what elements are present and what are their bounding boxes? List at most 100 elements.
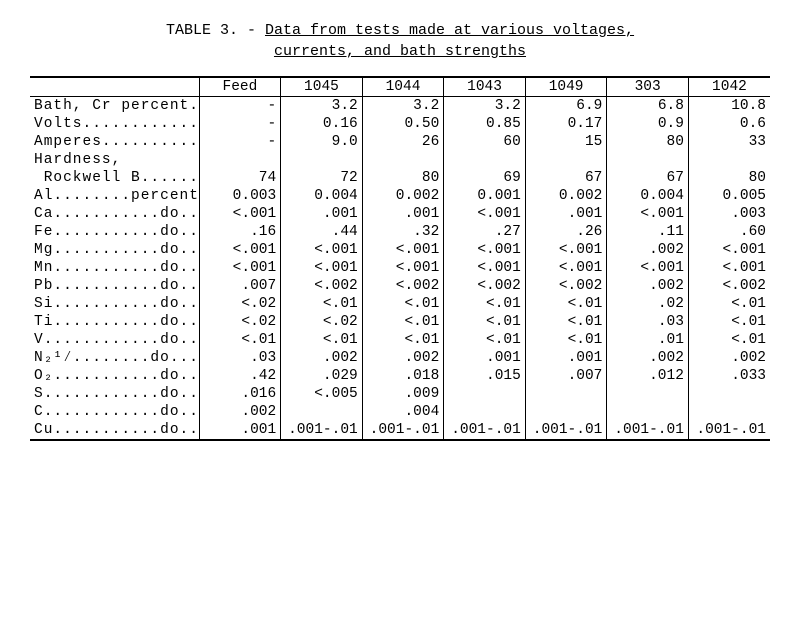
data-cell: <.01 xyxy=(444,331,526,349)
table-row: Volts............-0.160.500.850.170.90.6 xyxy=(30,115,770,133)
header-label-cell xyxy=(30,77,199,97)
data-cell xyxy=(362,151,444,169)
data-cell: .02 xyxy=(607,295,689,313)
data-cell: <.001 xyxy=(199,205,281,223)
data-cell: .016 xyxy=(199,385,281,403)
caption-line1: Data from tests made at various voltages… xyxy=(265,22,634,39)
row-label: Hardness, xyxy=(30,151,199,169)
data-cell: 0.002 xyxy=(525,187,607,205)
data-cell: <.001 xyxy=(281,241,363,259)
data-cell: <.001 xyxy=(444,241,526,259)
data-cell xyxy=(199,151,281,169)
data-cell: <.005 xyxy=(281,385,363,403)
data-cell: .007 xyxy=(199,277,281,295)
row-label: Fe...........do... xyxy=(30,223,199,241)
data-cell: <.001 xyxy=(281,259,363,277)
data-cell: .033 xyxy=(688,367,770,385)
data-cell: .16 xyxy=(199,223,281,241)
row-label: C............do... xyxy=(30,403,199,421)
data-cell: 74 xyxy=(199,169,281,187)
table-row: Al........percent0.0030.0040.0020.0010.0… xyxy=(30,187,770,205)
table-body: Bath, Cr percent..-3.23.23.26.96.810.8Vo… xyxy=(30,97,770,441)
data-cell: 6.8 xyxy=(607,97,689,116)
row-label: N₂¹⁄........do... xyxy=(30,349,199,367)
table-row: Mg...........do...<.001<.001<.001<.001<.… xyxy=(30,241,770,259)
data-cell: .001 xyxy=(362,205,444,223)
data-cell: - xyxy=(199,97,281,116)
data-cell: .002 xyxy=(607,241,689,259)
data-cell: 15 xyxy=(525,133,607,151)
data-cell: .001-.01 xyxy=(688,421,770,440)
data-cell: .001 xyxy=(281,205,363,223)
row-label: Bath, Cr percent.. xyxy=(30,97,199,116)
data-cell: .27 xyxy=(444,223,526,241)
data-cell: .001-.01 xyxy=(444,421,526,440)
table-row: N₂¹⁄........do....03.002.002.001.001.002… xyxy=(30,349,770,367)
data-cell xyxy=(444,385,526,403)
data-cell: 0.85 xyxy=(444,115,526,133)
data-cell: 0.002 xyxy=(362,187,444,205)
data-cell: .001 xyxy=(444,349,526,367)
data-cell: <.02 xyxy=(199,313,281,331)
data-cell: .002 xyxy=(688,349,770,367)
data-cell: <.01 xyxy=(362,331,444,349)
data-cell: .002 xyxy=(362,349,444,367)
data-cell: .001 xyxy=(199,421,281,440)
data-cell xyxy=(525,151,607,169)
table-row: Hardness, xyxy=(30,151,770,169)
data-cell xyxy=(607,403,689,421)
data-cell: .007 xyxy=(525,367,607,385)
header-cell: 303 xyxy=(607,77,689,97)
data-cell: .001-.01 xyxy=(525,421,607,440)
data-cell: <.001 xyxy=(362,259,444,277)
row-label: V............do... xyxy=(30,331,199,349)
data-cell: <.01 xyxy=(444,313,526,331)
data-cell: <.001 xyxy=(525,241,607,259)
table-row: C............do....002.004 xyxy=(30,403,770,421)
data-cell xyxy=(688,403,770,421)
table-row: Cu...........do....001.001-.01.001-.01.0… xyxy=(30,421,770,440)
table-row: Ca...........do...<.001.001.001<.001.001… xyxy=(30,205,770,223)
data-cell: <.001 xyxy=(444,259,526,277)
row-label: Ti...........do... xyxy=(30,313,199,331)
data-cell: 80 xyxy=(362,169,444,187)
row-label: Pb...........do... xyxy=(30,277,199,295)
data-cell xyxy=(525,385,607,403)
data-cell: 0.50 xyxy=(362,115,444,133)
data-cell xyxy=(444,151,526,169)
data-cell: 3.2 xyxy=(444,97,526,116)
data-cell: 0.16 xyxy=(281,115,363,133)
header-cell: 1045 xyxy=(281,77,363,97)
data-cell: 6.9 xyxy=(525,97,607,116)
data-cell: 60 xyxy=(444,133,526,151)
data-cell: <.02 xyxy=(199,295,281,313)
data-cell: .26 xyxy=(525,223,607,241)
data-cell: <.001 xyxy=(362,241,444,259)
data-cell: <.01 xyxy=(688,331,770,349)
data-cell: - xyxy=(199,115,281,133)
data-cell: <.002 xyxy=(688,277,770,295)
table-row: Si...........do...<.02<.01<.01<.01<.01.0… xyxy=(30,295,770,313)
row-label: Volts............ xyxy=(30,115,199,133)
data-cell xyxy=(688,151,770,169)
table-row: Rockwell B.......74728069676780 xyxy=(30,169,770,187)
header-cell: 1043 xyxy=(444,77,526,97)
data-cell: 80 xyxy=(688,169,770,187)
data-cell: 3.2 xyxy=(281,97,363,116)
data-cell: .60 xyxy=(688,223,770,241)
data-cell: .44 xyxy=(281,223,363,241)
data-cell: <.01 xyxy=(444,295,526,313)
row-label: Ca...........do... xyxy=(30,205,199,223)
data-cell: 0.004 xyxy=(281,187,363,205)
data-cell: 33 xyxy=(688,133,770,151)
data-cell: <.01 xyxy=(688,295,770,313)
data-cell: .03 xyxy=(607,313,689,331)
data-cell: <.002 xyxy=(525,277,607,295)
data-cell: <.01 xyxy=(362,313,444,331)
data-cell: <.001 xyxy=(444,205,526,223)
data-cell: <.001 xyxy=(199,241,281,259)
data-cell: <.01 xyxy=(525,331,607,349)
caption-line2: currents, and bath strengths xyxy=(274,43,526,60)
data-table: Feed10451044104310493031042 Bath, Cr per… xyxy=(30,76,770,441)
data-cell: 0.005 xyxy=(688,187,770,205)
